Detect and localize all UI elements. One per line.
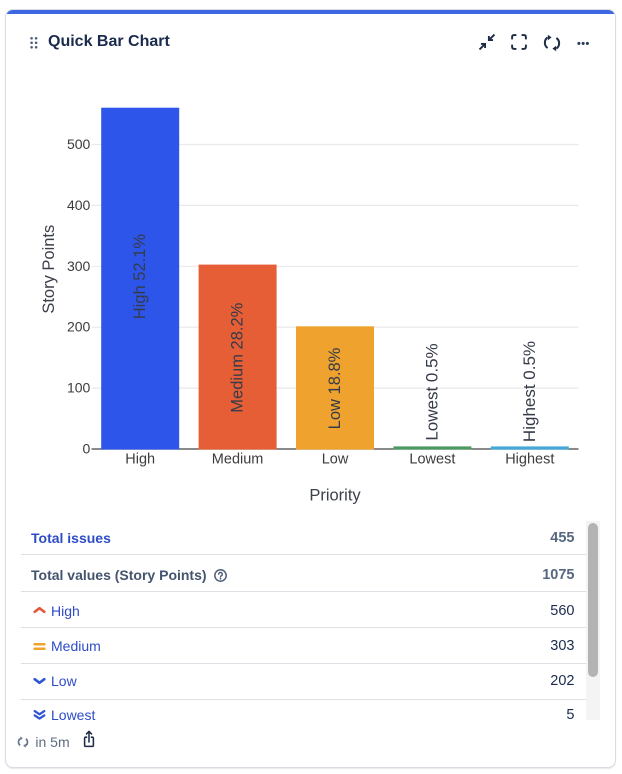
svg-text:Highest: Highest: [505, 452, 554, 468]
svg-text:500: 500: [67, 136, 91, 152]
svg-text:Lowest: Lowest: [409, 452, 455, 468]
svg-text:Priority: Priority: [309, 487, 361, 505]
svg-text:Lowest 0.5%: Lowest 0.5%: [422, 343, 441, 440]
svg-text:Medium: Medium: [212, 452, 264, 468]
svg-text:300: 300: [67, 258, 91, 274]
svg-text:High 52.1%: High 52.1%: [131, 234, 149, 320]
svg-text:400: 400: [67, 197, 91, 213]
svg-text:Highest 0.5%: Highest 0.5%: [520, 341, 539, 442]
svg-text:Medium 28.2%: Medium 28.2%: [229, 302, 247, 412]
svg-text:0: 0: [83, 441, 91, 457]
svg-text:200: 200: [67, 319, 91, 335]
svg-text:Story Points: Story Points: [40, 225, 58, 314]
svg-text:Low: Low: [322, 452, 349, 468]
svg-text:Low 18.8%: Low 18.8%: [326, 347, 344, 429]
svg-text:100: 100: [67, 380, 91, 396]
svg-text:High: High: [125, 452, 155, 468]
